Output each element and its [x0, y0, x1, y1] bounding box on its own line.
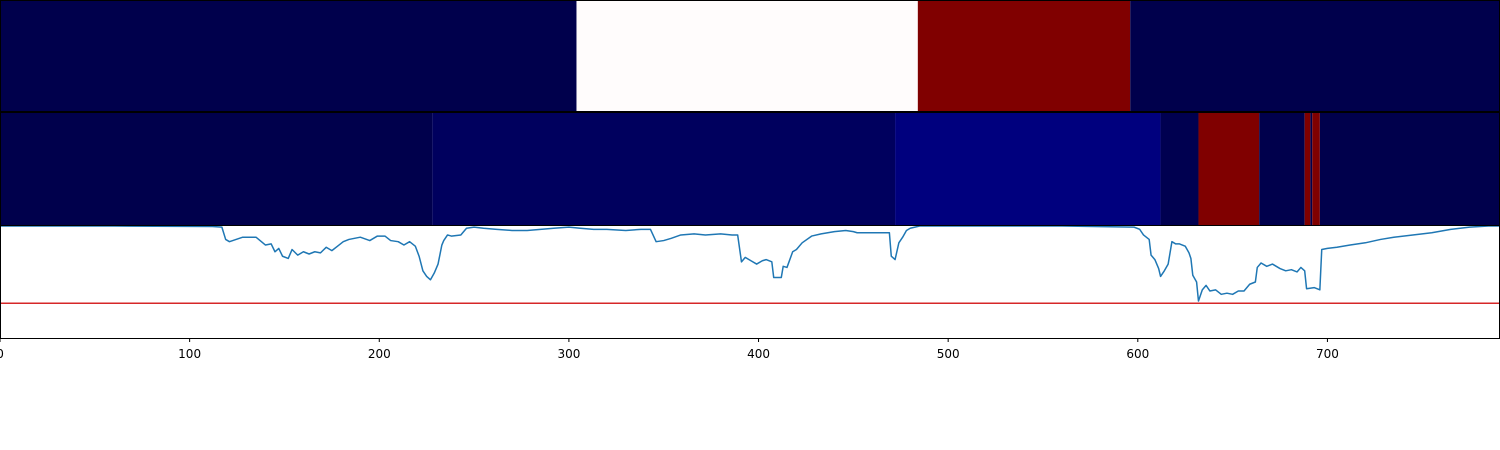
- x-tick-label: 700: [1316, 347, 1339, 361]
- heatmap-middle-cells: [0, 112, 1500, 226]
- heatmap-middle-panel: [0, 112, 1500, 226]
- heatmap-middle-cell-3: [1160, 112, 1199, 226]
- line-plot-frame: [0, 225, 1500, 339]
- heatmap-middle-cell-7: [1310, 112, 1313, 226]
- heatmap-middle-cell-1: [432, 112, 896, 226]
- heatmap-middle-cell-0: [0, 112, 433, 226]
- x-tick-label: 100: [178, 347, 201, 361]
- x-tick-label: 400: [747, 347, 770, 361]
- heatmap-top-cell-1: [576, 0, 918, 112]
- heatmap-top-cell-0: [0, 0, 577, 112]
- line-plot-panel: 0 100 200 300 400 500 600 700: [0, 225, 1500, 361]
- heatmap-middle-cell-5: [1259, 112, 1305, 226]
- heatmap-middle-cell-9: [1319, 112, 1500, 226]
- heatmap-middle-cell-4: [1198, 112, 1260, 226]
- heatmap-middle-cell-2: [895, 112, 1161, 226]
- x-tick-label: 600: [1126, 347, 1149, 361]
- heatmap-top-cell-3: [1130, 0, 1500, 112]
- x-axis: 0 100 200 300 400 500 600 700: [0, 338, 1339, 361]
- line-series: [0, 225, 1500, 302]
- heatmap-top-panel: [0, 0, 1500, 112]
- x-tick-label: 0: [0, 347, 4, 361]
- heatmap-middle-cell-6: [1304, 112, 1311, 226]
- x-tick-label: 500: [937, 347, 960, 361]
- x-tick-label: 300: [557, 347, 580, 361]
- x-tick-label: 200: [368, 347, 391, 361]
- heatmap-middle-cell-8: [1312, 112, 1320, 226]
- heatmap-top-cells: [0, 0, 1500, 112]
- heatmap-top-cell-2: [917, 0, 1131, 112]
